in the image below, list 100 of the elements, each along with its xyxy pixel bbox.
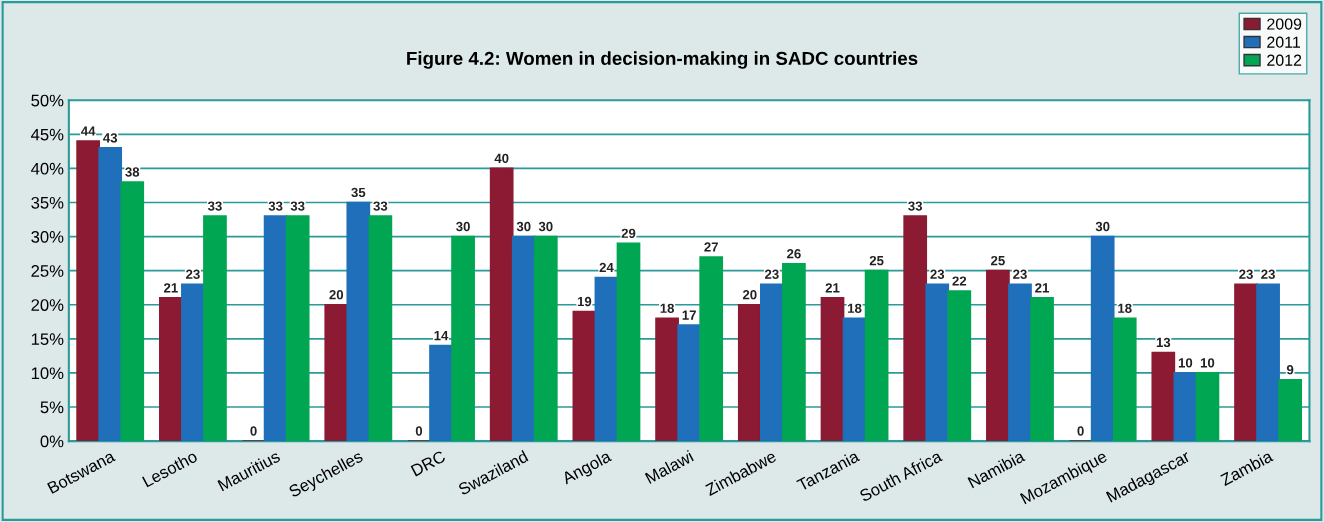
bar [842,317,867,442]
bar [1278,378,1303,442]
y-tick-label: 15% [31,333,64,346]
bar [699,256,724,442]
x-tick-label: DRC [410,450,447,477]
data-label: 10 [1200,358,1215,368]
chart-title: Figure 4.2: Women in decision-making in SADC countries [407,51,918,69]
bar [158,297,183,442]
data-label: 30 [516,221,531,232]
y-tick-label: 10% [31,367,64,380]
bar [451,235,475,442]
y-tick-label: 30% [31,230,64,243]
data-label: 30 [456,221,470,232]
data-label: 20 [329,290,344,300]
bar [1112,317,1137,442]
data-label: 33 [290,201,305,211]
bar [181,283,205,442]
data-label: 33 [908,201,923,211]
bar [368,215,393,442]
bar [98,147,123,442]
data-label: 29 [621,228,636,238]
data-label: 13 [1156,337,1171,348]
bar [1173,372,1198,442]
data-label: 33 [268,201,283,211]
y-tick-label: 40% [31,162,64,175]
data-label: 23 [930,269,945,279]
bar [986,269,1010,442]
data-label: 18 [848,303,862,313]
bar [864,269,889,442]
data-label: 17 [682,310,696,320]
data-label: 40 [494,153,509,164]
data-label: 23 [1239,269,1253,279]
bar [324,303,349,442]
data-label: 43 [103,133,118,143]
data-label: 19 [577,296,592,307]
data-label: 26 [787,249,801,259]
data-label: 20 [742,290,757,300]
data-label: 35 [351,187,366,198]
bar [782,263,806,442]
bar [511,235,536,442]
data-label: 10 [1178,358,1193,368]
data-label: 30 [1095,221,1110,232]
legend-label: 2012 [1267,54,1302,66]
data-label: 38 [125,167,140,177]
legend-label: 2009 [1267,18,1302,30]
bar [1151,351,1176,442]
data-label: 21 [1035,283,1049,293]
data-label: 0 [250,426,257,436]
y-tick-label: 35% [31,196,64,209]
y-tick-label: 5% [40,401,64,414]
bar [737,303,762,442]
data-label: 23 [1013,269,1027,279]
bar [285,215,310,442]
data-label: 27 [704,242,718,252]
y-tick-label: 45% [31,128,64,141]
bar [903,215,928,442]
legend-label: 2011 [1267,36,1300,48]
data-label: 21 [825,283,840,293]
bar [947,290,972,442]
data-label: 33 [373,201,388,211]
data-label: 22 [952,276,967,286]
y-tick-label: 25% [31,265,64,277]
data-label: 18 [660,303,675,313]
bar [120,181,145,442]
data-label: 23 [1261,269,1275,279]
bar [346,201,371,442]
data-label: 44 [81,126,96,136]
bar [1195,372,1220,442]
data-label: 0 [415,426,423,436]
bar [429,344,453,442]
bar [572,310,597,442]
bar [203,215,227,442]
data-label: 23 [764,269,779,279]
data-label: 23 [186,269,200,279]
bar [1008,283,1032,442]
bar [594,276,619,442]
bar [1256,283,1280,442]
data-label: 24 [599,262,614,272]
data-label: 18 [1118,303,1132,313]
data-label: 9 [1286,365,1294,375]
data-label: 30 [538,221,553,232]
y-tick-label: 0% [40,435,64,448]
bar [76,140,101,442]
y-tick-label: 20% [31,299,64,311]
bar [1090,235,1115,442]
data-label: 25 [869,255,884,266]
data-label: 21 [163,283,178,293]
data-label: 33 [207,201,222,211]
y-tick-label: 50% [31,94,64,107]
bar [1030,297,1054,442]
data-label: 0 [1077,426,1084,436]
bar [533,235,558,442]
bar [655,317,679,442]
bar [1234,283,1258,442]
bar [489,167,514,442]
data-label: 25 [991,255,1005,266]
data-label: 14 [434,331,449,341]
bar [759,283,784,442]
bar [820,297,845,442]
bar [925,283,950,442]
